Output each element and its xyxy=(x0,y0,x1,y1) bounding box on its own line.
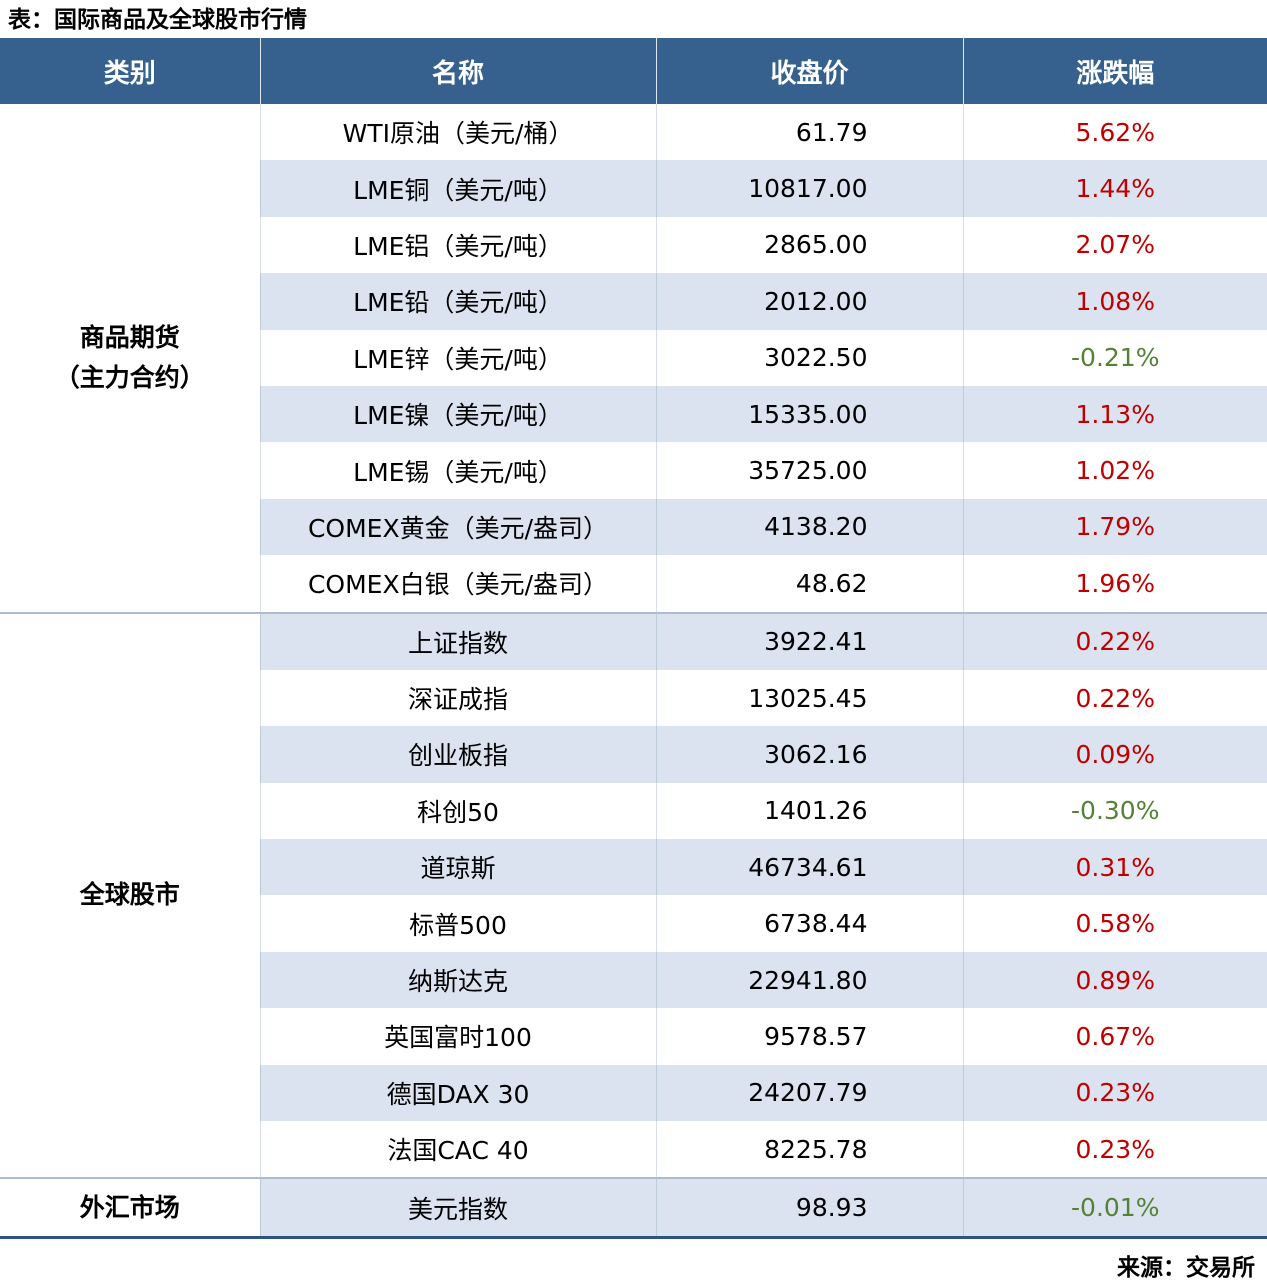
table-row: 法国CAC 40 8225.78 0.23% xyxy=(0,1121,1267,1179)
name-cell: 深证成指 xyxy=(260,669,657,727)
name-cell: 英国富时100 xyxy=(260,1008,657,1065)
name-cell: 法国CAC 40 xyxy=(260,1121,657,1179)
table-row: LME铅（美元/吨） 2012.00 1.08% xyxy=(0,273,1267,330)
close-price-cell: 61.79 xyxy=(656,104,964,161)
close-price-cell: 3022.50 xyxy=(656,329,964,386)
table-row: 创业板指 3062.16 0.09% xyxy=(0,726,1267,783)
change-cell: 1.02% xyxy=(963,442,1267,499)
change-cell: 1.08% xyxy=(963,273,1267,330)
table-row: 全球股市 上证指数 3922.41 0.22% xyxy=(0,611,1267,1179)
category-cell: 全球股市 xyxy=(0,611,261,1179)
table-row: LME铝（美元/吨） 2865.00 2.07% xyxy=(0,216,1267,274)
close-price-cell: 46734.61 xyxy=(656,839,964,896)
category-cell: 商品期货 （主力合约） xyxy=(0,104,261,613)
col-header-close: 收盘价 xyxy=(656,38,964,104)
change-cell: 1.13% xyxy=(963,385,1267,443)
close-price-cell: 6738.44 xyxy=(656,895,964,952)
name-cell: 德国DAX 30 xyxy=(260,1064,657,1122)
name-cell: LME锌（美元/吨） xyxy=(260,329,657,386)
category-cell: 外汇市场 xyxy=(0,1177,261,1238)
name-cell: 创业板指 xyxy=(260,726,657,783)
col-header-change: 涨跌幅 xyxy=(963,38,1267,104)
change-cell: 2.07% xyxy=(963,216,1267,274)
change-cell: -0.21% xyxy=(963,329,1267,386)
change-cell: 0.58% xyxy=(963,895,1267,952)
name-cell: LME铝（美元/吨） xyxy=(260,216,657,274)
name-cell: LME铜（美元/吨） xyxy=(260,160,657,217)
table-row: LME镍（美元/吨） 15335.00 1.13% xyxy=(0,385,1267,443)
table-row: 商品期货 （主力合约） WTI原油（美元/桶） 61.79 5.62% xyxy=(0,104,1267,613)
change-cell: 0.23% xyxy=(963,1121,1267,1179)
close-price-cell: 9578.57 xyxy=(656,1008,964,1065)
table-row: COMEX黄金（美元/盎司） 4138.20 1.79% xyxy=(0,498,1267,556)
close-price-cell: 3922.41 xyxy=(656,611,964,670)
name-cell: LME铅（美元/吨） xyxy=(260,273,657,330)
close-price-cell: 2865.00 xyxy=(656,216,964,274)
change-cell: 1.79% xyxy=(963,498,1267,556)
close-price-cell: 10817.00 xyxy=(656,160,964,217)
page-title: 表：国际商品及全球股市行情 xyxy=(8,7,307,33)
col-header-name: 名称 xyxy=(260,38,657,104)
change-cell: 0.22% xyxy=(963,611,1267,670)
change-cell: 5.62% xyxy=(963,104,1267,161)
market-table: 类别 名称 收盘价 涨跌幅 商品期货 （主力合约） WTI原油（美元/桶） 61.79… xyxy=(0,38,1267,1239)
close-price-cell: 8225.78 xyxy=(656,1121,964,1179)
close-price-cell: 15335.00 xyxy=(656,385,964,443)
change-cell: 0.31% xyxy=(963,839,1267,896)
close-price-cell: 22941.80 xyxy=(656,951,964,1009)
change-cell: -0.30% xyxy=(963,782,1267,840)
name-cell: COMEX黄金（美元/盎司） xyxy=(260,498,657,556)
table-row: 深证成指 13025.45 0.22% xyxy=(0,669,1267,727)
change-cell: 1.96% xyxy=(963,555,1267,613)
close-price-cell: 1401.26 xyxy=(656,782,964,840)
close-price-cell: 2012.00 xyxy=(656,273,964,330)
change-cell: 0.67% xyxy=(963,1008,1267,1065)
close-price-cell: 13025.45 xyxy=(656,669,964,727)
name-cell: 美元指数 xyxy=(260,1177,657,1238)
col-header-category: 类别 xyxy=(0,38,261,104)
change-cell: 0.09% xyxy=(963,726,1267,783)
name-cell: LME锡（美元/吨） xyxy=(260,442,657,499)
name-cell: 道琼斯 xyxy=(260,839,657,896)
change-cell: 0.23% xyxy=(963,1064,1267,1122)
header-row: 类别 名称 收盘价 涨跌幅 xyxy=(0,38,1267,104)
source-note: 来源：交易所 xyxy=(1117,1254,1255,1281)
table-row: 英国富时100 9578.57 0.67% xyxy=(0,1008,1267,1065)
table-row: LME锌（美元/吨） 3022.50 -0.21% xyxy=(0,329,1267,386)
table-row: 标普500 6738.44 0.58% xyxy=(0,895,1267,952)
close-price-cell: 3062.16 xyxy=(656,726,964,783)
name-cell: 科创50 xyxy=(260,782,657,840)
change-cell: 0.89% xyxy=(963,951,1267,1009)
table-body: 商品期货 （主力合约） WTI原油（美元/桶） 61.79 5.62% LME铜（美元/吨… xyxy=(0,104,1267,1238)
table-row: LME铜（美元/吨） 10817.00 1.44% xyxy=(0,160,1267,217)
close-price-cell: 35725.00 xyxy=(656,442,964,499)
name-cell: WTI原油（美元/桶） xyxy=(260,104,657,161)
change-cell: 0.22% xyxy=(963,669,1267,727)
name-cell: 纳斯达克 xyxy=(260,951,657,1009)
table-row: 外汇市场 美元指数 98.93 -0.01% xyxy=(0,1177,1267,1238)
close-price-cell: 98.93 xyxy=(656,1177,964,1238)
change-cell: -0.01% xyxy=(963,1177,1267,1238)
table-row: COMEX白银（美元/盎司） 48.62 1.96% xyxy=(0,555,1267,613)
table-row: LME锡（美元/吨） 35725.00 1.02% xyxy=(0,442,1267,499)
name-cell: 标普500 xyxy=(260,895,657,952)
close-price-cell: 4138.20 xyxy=(656,498,964,556)
name-cell: COMEX白银（美元/盎司） xyxy=(260,555,657,613)
table-row: 纳斯达克 22941.80 0.89% xyxy=(0,951,1267,1009)
table-row: 德国DAX 30 24207.79 0.23% xyxy=(0,1064,1267,1122)
close-price-cell: 24207.79 xyxy=(656,1064,964,1122)
close-price-cell: 48.62 xyxy=(656,555,964,613)
name-cell: LME镍（美元/吨） xyxy=(260,385,657,443)
table-row: 科创50 1401.26 -0.30% xyxy=(0,782,1267,840)
change-cell: 1.44% xyxy=(963,160,1267,217)
name-cell: 上证指数 xyxy=(260,611,657,670)
table-row: 道琼斯 46734.61 0.31% xyxy=(0,839,1267,896)
